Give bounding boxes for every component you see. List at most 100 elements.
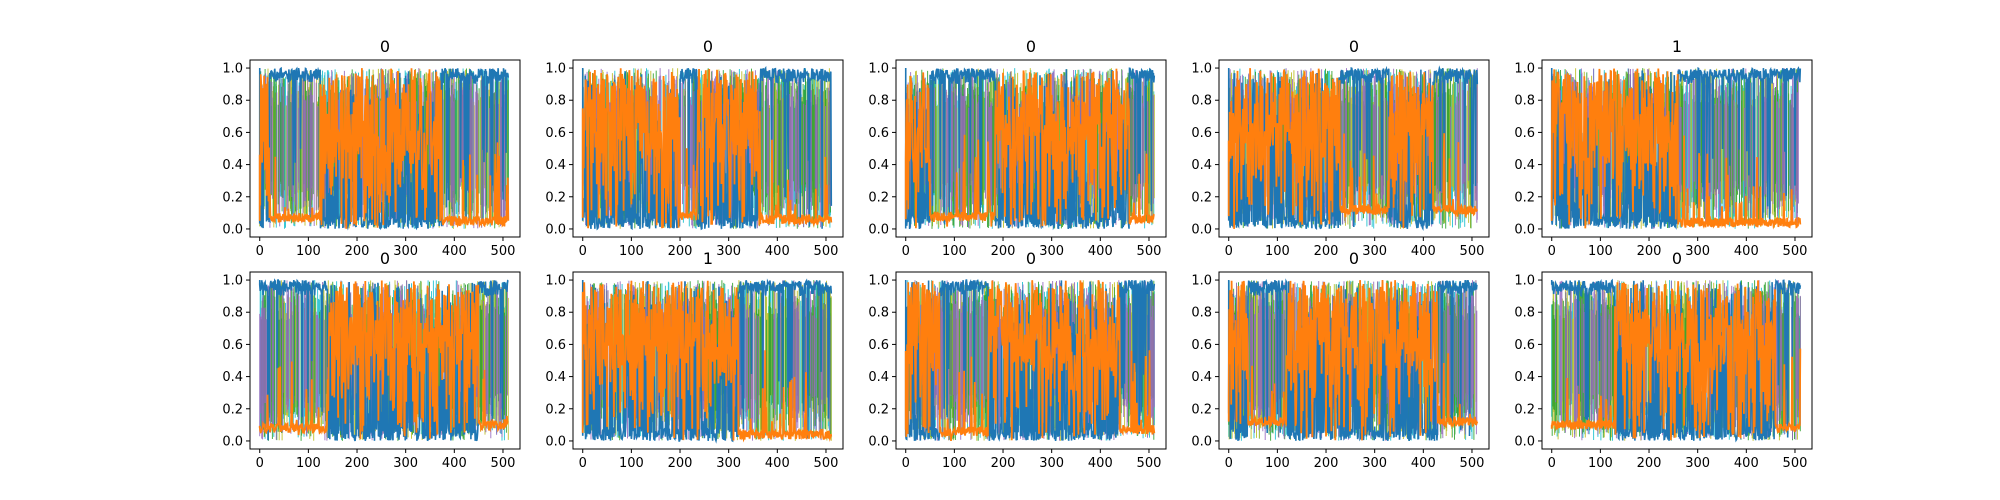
subplot-title: 1: [703, 249, 713, 268]
subplot-1: 0 100 200 300 400 500 0.0 0.2 0.4 0.6 0.8 1.0 0: [222, 37, 521, 259]
plot-area: [581, 278, 833, 444]
x-tick-label: 100: [942, 456, 967, 471]
x-tick-label: 500: [1460, 456, 1485, 471]
subplot-4: 0 100 200 300 400 500 0.0 0.2 0.4 0.6 0.8 1.0 0: [1191, 37, 1490, 259]
series-orange-line: [1550, 280, 1802, 441]
x-tick-label: 100: [1265, 244, 1290, 259]
axes-frame: [895, 59, 1167, 238]
x-tick-label: 0: [256, 456, 264, 471]
y-tick-label: 0.6: [1191, 338, 1212, 353]
y-tick-label: 0.6: [868, 126, 889, 141]
x-tick-label: 400: [442, 244, 467, 259]
x-tick-label: 500: [1137, 244, 1162, 259]
y-tick-label: 0.4: [868, 370, 889, 385]
series-orange-line: [1227, 68, 1478, 229]
y-tick-label: 0.8: [1191, 94, 1212, 109]
x-tick-label: 300: [1685, 244, 1710, 259]
x-tick-label: 300: [1685, 456, 1710, 471]
subplot-title: 0: [1026, 249, 1036, 268]
x-tick-label: 500: [814, 456, 839, 471]
plot-area: [904, 67, 1156, 231]
x-tick-label: 100: [1588, 244, 1613, 259]
x-tick-label: 0: [1225, 456, 1233, 471]
x-tick-label: 200: [668, 456, 693, 471]
y-tick-label: 1.0: [1514, 62, 1535, 77]
y-tick-label: 0.2: [222, 190, 243, 205]
y-tick-label: 1.0: [868, 62, 889, 77]
series-blue-line: [1227, 278, 1478, 442]
y-tick-label: 0.0: [1514, 434, 1535, 449]
y-tick-label: 1.0: [1191, 274, 1212, 289]
x-tick-label: 200: [345, 456, 370, 471]
x-tick-label: 500: [814, 244, 839, 259]
x-tick-label: 0: [579, 244, 587, 259]
plot-area: [1227, 278, 1479, 442]
subplot-2: 0 100 200 300 400 500 0.0 0.2 0.4 0.6 0.8 1.0 0: [545, 37, 844, 259]
x-tick-label: 100: [1265, 456, 1290, 471]
y-tick-label: 0.4: [1191, 370, 1212, 385]
y-tick-label: 1.0: [1514, 274, 1535, 289]
x-tick-label: 500: [1460, 244, 1485, 259]
y-tick-label: 0.2: [868, 190, 889, 205]
subplot-title: 0: [703, 37, 713, 56]
x-tick-label: 100: [1588, 456, 1613, 471]
x-tick-label: 200: [991, 244, 1016, 259]
x-tick-label: 400: [1088, 456, 1113, 471]
y-tick-label: 0.8: [1191, 306, 1212, 321]
x-tick-label: 400: [1088, 244, 1113, 259]
x-tick-label: 0: [1548, 244, 1556, 259]
subplot-7: 0 100 200 300 400 500 0.0 0.2 0.4 0.6 0.8 1.0 1: [545, 249, 844, 471]
x-tick-label: 100: [619, 244, 644, 259]
y-tick-label: 0.8: [222, 306, 243, 321]
x-tick-label: 500: [1783, 244, 1808, 259]
plot-area: [1550, 66, 1802, 230]
x-tick-label: 400: [1734, 244, 1759, 259]
y-tick-label: 0.4: [1514, 158, 1535, 173]
y-tick-label: 0.2: [1514, 190, 1535, 205]
y-tick-label: 0.4: [1514, 370, 1535, 385]
y-tick-label: 1.0: [1191, 62, 1212, 77]
x-tick-label: 0: [579, 456, 587, 471]
y-tick-label: 0.8: [868, 306, 889, 321]
x-tick-label: 400: [1734, 456, 1759, 471]
x-tick-label: 400: [442, 456, 467, 471]
plot-area: [1550, 278, 1802, 443]
x-tick-label: 500: [491, 456, 516, 471]
y-tick-label: 0.0: [222, 222, 243, 237]
y-tick-label: 1.0: [222, 274, 243, 289]
series-blue-line: [904, 67, 1156, 231]
x-tick-label: 300: [1039, 244, 1064, 259]
x-tick-label: 300: [1362, 456, 1387, 471]
subplot-5: 0 100 200 300 400 500 0.0 0.2 0.4 0.6 0.8 1.0 1: [1514, 37, 1813, 259]
x-tick-label: 100: [296, 244, 321, 259]
y-tick-label: 0.6: [1514, 126, 1535, 141]
y-tick-label: 0.6: [545, 338, 566, 353]
series-orange-line: [904, 68, 1155, 229]
subplot-10: 0 100 200 300 400 500 0.0 0.2 0.4 0.6 0.8 1.0 0: [1514, 249, 1813, 471]
y-tick-label: 0.0: [1191, 434, 1212, 449]
x-tick-label: 300: [393, 244, 418, 259]
subplot-title: 0: [380, 249, 390, 268]
x-tick-label: 200: [991, 456, 1016, 471]
axes-frame: [1541, 271, 1813, 450]
subplot-title: 0: [1026, 37, 1036, 56]
y-tick-label: 1.0: [222, 62, 243, 77]
x-tick-label: 300: [1362, 244, 1387, 259]
y-tick-label: 0.4: [222, 370, 243, 385]
x-tick-label: 300: [716, 456, 741, 471]
series-blue-line: [258, 278, 509, 442]
subplot-title: 0: [1349, 37, 1359, 56]
x-tick-label: 300: [1039, 456, 1064, 471]
y-tick-label: 0.2: [1514, 402, 1535, 417]
plot-area: [904, 278, 1156, 442]
plot-area: [258, 278, 509, 442]
x-tick-label: 400: [1411, 456, 1436, 471]
subplot-title: 0: [1349, 249, 1359, 268]
y-tick-label: 0.2: [545, 190, 566, 205]
axes-frame: [249, 59, 521, 238]
y-tick-label: 0.2: [222, 402, 243, 417]
y-tick-label: 0.4: [222, 158, 243, 173]
x-tick-label: 100: [296, 456, 321, 471]
x-tick-label: 0: [256, 244, 264, 259]
y-tick-label: 0.4: [868, 158, 889, 173]
